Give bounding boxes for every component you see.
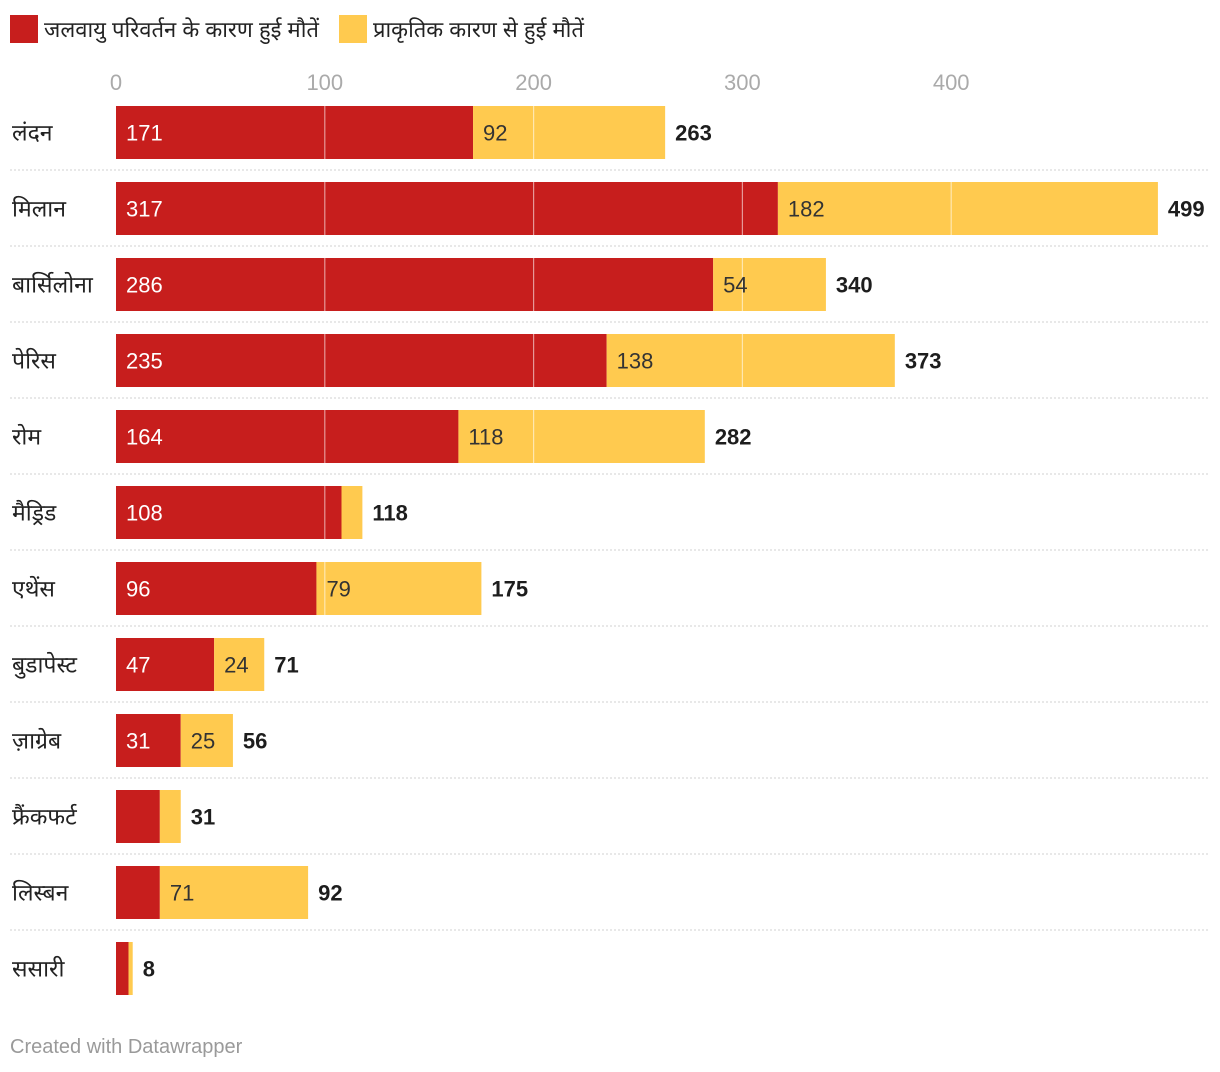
bar-climate xyxy=(116,562,317,615)
total-label: 31 xyxy=(191,805,215,830)
bar-climate xyxy=(116,106,474,159)
bar-natural xyxy=(473,106,666,159)
category-label: बुडापेस्ट xyxy=(12,652,77,680)
bar-natural xyxy=(777,182,1158,235)
value-label-natural: 24 xyxy=(224,653,248,678)
total-label: 499 xyxy=(1168,197,1205,222)
total-label: 8 xyxy=(143,957,155,982)
category-label: मिलान xyxy=(12,196,67,222)
total-label: 263 xyxy=(675,121,712,146)
total-label: 118 xyxy=(372,501,408,526)
total-label: 71 xyxy=(274,653,298,678)
legend: जलवायु परिवर्तन के कारण हुई मौतें प्राकृ… xyxy=(10,14,604,44)
x-tick-label: 400 xyxy=(933,70,970,95)
bar-climate xyxy=(116,258,714,311)
x-tick-label: 300 xyxy=(724,70,761,95)
total-label: 92 xyxy=(318,881,342,906)
x-tick-label: 100 xyxy=(306,70,343,95)
total-label: 373 xyxy=(905,349,942,374)
category-label: एथेंस xyxy=(12,576,55,602)
total-label: 340 xyxy=(836,273,873,298)
value-label-natural: 25 xyxy=(191,729,215,754)
value-label-natural: 138 xyxy=(617,349,654,374)
legend-swatch-climate xyxy=(10,15,38,43)
category-label: पेरिस xyxy=(12,348,56,374)
x-tick-label: 0 xyxy=(110,70,122,95)
value-label-climate: 164 xyxy=(126,425,163,450)
bar-natural xyxy=(159,866,309,919)
category-label: रोम xyxy=(12,424,42,450)
bar-natural xyxy=(180,714,233,767)
legend-item-climate[interactable]: जलवायु परिवर्तन के कारण हुई मौतें xyxy=(10,14,319,44)
bar-climate xyxy=(116,866,160,919)
value-label-natural: 118 xyxy=(468,425,503,450)
value-label-climate: 108 xyxy=(126,501,163,526)
bar-climate xyxy=(116,334,607,387)
value-label-natural: 79 xyxy=(326,577,350,602)
category-label: फ्रैंकफर्ट xyxy=(12,804,77,830)
bar-climate xyxy=(116,790,160,843)
bar-climate xyxy=(116,182,778,235)
total-label: 56 xyxy=(243,729,267,754)
value-label-climate: 286 xyxy=(126,273,163,298)
bar-natural xyxy=(341,486,363,539)
category-label: ज़ाग्रेब xyxy=(12,728,62,754)
legend-swatch-natural xyxy=(338,15,367,43)
stacked-bar-chart: 0 100 200 300 400 लंदन 171 92 263 मिलान 317 182 499 ब… xyxy=(10,70,1210,995)
category-label: लंदन xyxy=(12,120,54,146)
x-tick-label: 200 xyxy=(515,70,552,95)
value-label-climate: 317 xyxy=(126,197,163,222)
legend-label-climate: जलवायु परिवर्तन के कारण हुई मौतें xyxy=(44,17,319,42)
total-label: 175 xyxy=(491,577,528,602)
value-label-natural: 182 xyxy=(788,197,825,222)
value-label-natural: 71 xyxy=(170,881,194,906)
bar-climate xyxy=(116,714,181,767)
category-label: बार्सिलोना xyxy=(12,272,94,298)
bar-climate xyxy=(116,942,129,995)
category-label: मैड्रिड xyxy=(12,500,57,526)
bar-natural xyxy=(128,942,133,995)
value-label-climate: 171 xyxy=(126,121,163,146)
bar-natural xyxy=(713,258,826,311)
bar-natural xyxy=(316,562,482,615)
value-label-climate: 31 xyxy=(126,729,150,754)
bar-natural xyxy=(159,790,181,843)
bar-climate xyxy=(116,486,342,539)
value-label-climate: 96 xyxy=(126,577,150,602)
category-label: ससारी xyxy=(12,956,65,982)
value-label-climate: 47 xyxy=(126,653,150,678)
value-label-climate: 235 xyxy=(126,349,163,374)
bar-natural xyxy=(214,638,265,691)
value-label-natural: 54 xyxy=(723,273,747,298)
bar-natural xyxy=(458,410,705,463)
datawrapper-credit[interactable]: Created with Datawrapper xyxy=(10,1036,243,1058)
value-label-natural: 92 xyxy=(483,121,507,146)
total-label: 282 xyxy=(715,425,752,450)
legend-label-natural: प्राकृतिक कारण से हुई मौतें xyxy=(372,17,584,42)
category-label: लिस्बन xyxy=(12,880,70,906)
bar-natural xyxy=(606,334,895,387)
bar-climate xyxy=(116,638,215,691)
bar-climate xyxy=(116,410,459,463)
legend-item-natural[interactable]: प्राकृतिक कारण से हुई मौतें xyxy=(338,14,584,44)
